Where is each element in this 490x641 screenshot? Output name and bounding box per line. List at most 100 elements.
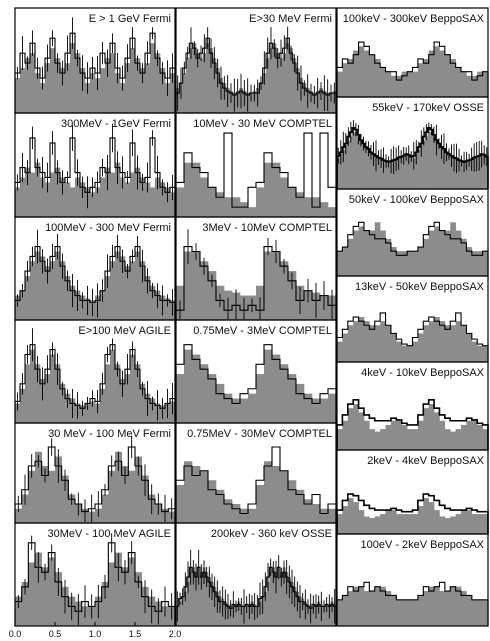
grey-bar [466, 420, 473, 450]
data-step-line [336, 581, 489, 626]
grey-bar [319, 88, 323, 113]
grey-bar [363, 230, 370, 276]
grey-bar [279, 58, 283, 113]
grey-bar [130, 354, 136, 423]
grey-bar [205, 572, 209, 626]
grey-bar [434, 510, 440, 534]
grey-bar [125, 182, 131, 217]
grey-bar [369, 325, 376, 363]
grey-bar [176, 374, 185, 423]
grey-bar [304, 197, 313, 217]
grey-bar [461, 510, 467, 534]
grey-bar [240, 398, 249, 423]
grey-bar [155, 53, 161, 113]
grey-bar [120, 378, 126, 423]
grey-bar [140, 68, 146, 113]
grey-bar [445, 152, 449, 189]
grey-bar [358, 226, 365, 276]
grey-bar [480, 155, 484, 189]
grey-bar [150, 43, 156, 113]
data-step-line [175, 344, 337, 423]
grey-bar [423, 408, 429, 450]
grey-bar [145, 182, 151, 217]
grey-bar [461, 71, 467, 97]
grey-bar [60, 177, 66, 217]
grey-bar [385, 71, 392, 97]
grey-bar [150, 398, 156, 423]
grey-bar [55, 364, 61, 423]
grey-bar [369, 518, 376, 534]
grey-bar [444, 518, 451, 534]
grey-bar [216, 489, 225, 523]
grey-bar [21, 494, 29, 523]
grey-bar [401, 345, 408, 362]
grey-bar [21, 581, 29, 626]
grey-bar [184, 461, 193, 523]
grey-bar [412, 599, 419, 626]
data-step-line [14, 344, 176, 423]
panel-frame [336, 533, 489, 627]
grey-bar [55, 456, 62, 523]
grey-bar [317, 601, 321, 626]
panel-4kev-10kev-beppo: 4keV - 10keV BeppoSAX [336, 361, 489, 451]
grey-bar [407, 155, 411, 189]
grey-bar [108, 562, 116, 626]
grey-bar [428, 230, 435, 276]
grey-bar [412, 251, 419, 276]
grey-bar [320, 202, 329, 217]
grey-bar [444, 325, 451, 363]
grey-bar [20, 290, 26, 320]
grey-bar [40, 83, 46, 113]
grey-bar [274, 572, 278, 626]
grey-bar [155, 177, 161, 217]
grey-bar [264, 251, 273, 320]
grey-bar [276, 53, 280, 113]
grey-bar [170, 192, 176, 217]
panel-label: 10MeV - 30 MeV COMPTEL [193, 118, 332, 130]
grey-bar [245, 606, 249, 626]
panel-30mev-100mev-fermi: 30 MeV - 100 MeV Fermi [14, 422, 176, 524]
panel-100mev-300mev-fermi: 100MeV - 300 MeV Fermi [14, 216, 176, 321]
grey-bar [401, 424, 408, 450]
grey-bar [100, 388, 106, 423]
grey-bar [390, 420, 397, 450]
panels-group: E > 1 GeV Fermi 300MeV - 1GeV Fermi 100MeV… [14, 7, 489, 627]
grey-bar [184, 591, 187, 626]
grey-bar [461, 238, 467, 276]
panel-2kev-4kev-beppo: 2keV - 4keV BeppoSAX [336, 449, 489, 535]
grey-bar [423, 58, 429, 97]
grey-bar [455, 321, 462, 362]
grey-bar [208, 271, 217, 320]
grey-bar [328, 207, 337, 217]
grey-bar [266, 58, 270, 113]
grey-bar [224, 197, 233, 217]
grey-bar [302, 83, 307, 113]
panel-55kev-170kev-osse: 55keV - 170keV OSSE [336, 96, 489, 190]
x-tick-label: 1.5 [129, 629, 142, 639]
grey-bar [150, 285, 156, 320]
grey-bar [277, 577, 281, 626]
x-tick-label: 1.0 [89, 629, 102, 639]
grey-bar [30, 261, 36, 320]
grey-bar [322, 606, 326, 626]
data-step-line [336, 41, 489, 97]
grey-bar [108, 470, 116, 523]
grey-bar [30, 349, 36, 423]
grey-bar [70, 187, 76, 217]
grey-bar [423, 498, 429, 534]
grey-bar [354, 132, 358, 189]
grey-bar [380, 230, 386, 276]
grey-bar [455, 230, 462, 276]
grey-bar [101, 581, 109, 626]
grey-bar [466, 75, 473, 97]
grey-bar [434, 586, 440, 626]
grey-bar [20, 177, 26, 217]
grey-bar [482, 429, 489, 450]
grey-bar [28, 562, 36, 626]
grey-bar [401, 599, 408, 626]
grey-bar [95, 187, 101, 217]
grey-bar [482, 251, 489, 276]
grey-bar [347, 591, 354, 626]
grey-bar [35, 73, 41, 113]
grey-bar [434, 226, 440, 276]
